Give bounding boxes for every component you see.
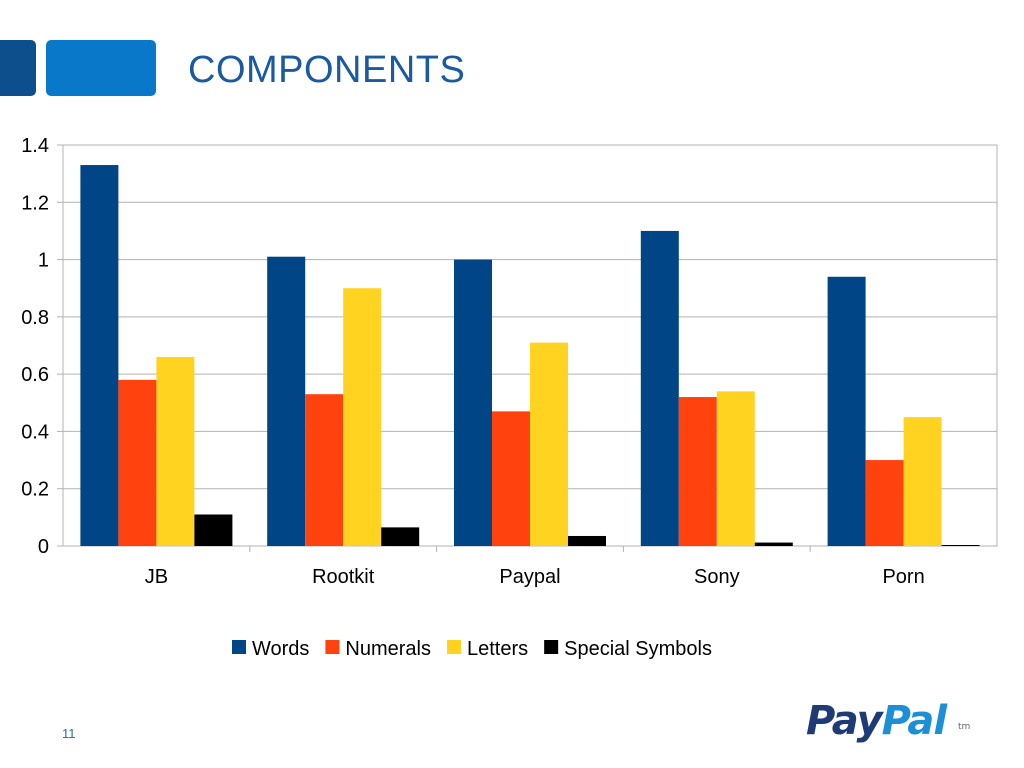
page-number: 11 <box>62 726 76 741</box>
bar <box>381 527 420 546</box>
legend-label: Numerals <box>345 638 431 660</box>
logo-tm: tm <box>958 722 971 732</box>
bar <box>530 342 568 546</box>
bar <box>343 288 382 546</box>
bar <box>941 545 980 546</box>
bar <box>492 411 530 546</box>
bar <box>678 397 717 546</box>
bar <box>716 391 755 546</box>
bar <box>80 165 119 547</box>
bar <box>267 256 306 546</box>
x-tick-label: JB <box>145 566 168 588</box>
slide-title: COMPONENTS <box>188 49 466 91</box>
bar <box>454 259 492 546</box>
x-tick-label: Sony <box>694 566 740 588</box>
y-tick-label: 1.2 <box>21 192 49 214</box>
logo-pay: Pay <box>806 698 883 744</box>
x-tick-label: Rootkit <box>312 566 375 588</box>
accent-block-light <box>46 40 156 96</box>
logo-pal: Pal <box>881 698 947 744</box>
bar <box>194 514 233 546</box>
bar <box>305 394 344 546</box>
y-tick-label: 0 <box>38 536 49 558</box>
bar <box>903 417 942 546</box>
legend-label: Letters <box>467 638 528 660</box>
bar <box>640 230 679 546</box>
x-tick-label: Porn <box>882 566 924 588</box>
bar <box>568 535 606 546</box>
legend-label: Special Symbols <box>564 638 712 660</box>
legend-swatch <box>544 640 559 654</box>
legend-label: Words <box>252 638 309 660</box>
legend-swatch <box>325 640 340 654</box>
x-tick-label: Paypal <box>499 566 560 588</box>
legend-swatch <box>232 640 246 654</box>
y-tick-label: 1 <box>38 250 49 272</box>
bar <box>118 379 157 546</box>
legend-swatch <box>447 640 461 654</box>
accent-block-dark <box>0 40 36 96</box>
bar <box>156 356 195 546</box>
y-tick-label: 1.4 <box>21 135 49 157</box>
y-tick-label: 0.4 <box>21 421 49 443</box>
y-tick-label: 0.8 <box>21 307 49 329</box>
bar <box>827 276 866 546</box>
paypal-logo: PayPal tm <box>806 696 970 746</box>
y-tick-label: 0.2 <box>21 479 49 501</box>
y-tick-label: 0.6 <box>21 364 49 386</box>
bar <box>754 542 793 546</box>
bar <box>865 460 904 546</box>
